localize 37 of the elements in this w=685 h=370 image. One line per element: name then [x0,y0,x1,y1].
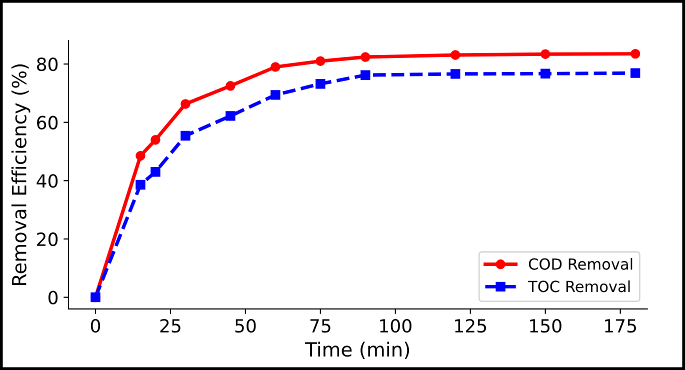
point [226,111,236,121]
y-tick-label: 0 [48,290,58,304]
point [316,56,326,66]
point [150,134,160,145]
legend-label: COD Removal [528,258,632,270]
point [630,48,640,59]
point [270,90,280,100]
x-tick-label: 150 [530,318,562,333]
y-tick-label: 60 [37,116,58,130]
x-tick-label: 50 [235,318,256,333]
point [540,49,550,59]
y-tick-label: 40 [36,174,58,188]
point [136,151,146,161]
point [630,68,640,78]
point [150,167,160,177]
x-tick-label: 125 [455,318,486,333]
point [226,81,236,91]
point [360,70,370,80]
x-axis-title: Time (min) [305,342,410,360]
legend-label: TOC Removal [528,280,630,292]
point [450,50,460,60]
point [316,78,326,89]
point [180,130,190,141]
x-tick-label: 100 [380,318,412,333]
y-tick-label: 20 [37,232,58,246]
point [136,180,146,190]
point [270,62,280,72]
x-tick-label: 0 [90,318,100,333]
point [540,68,550,79]
y-axis-title: Removal Efficiency (%) [11,64,30,286]
x-tick-label: 175 [605,319,636,333]
y-tick-label: 80 [37,57,58,72]
point [450,69,460,79]
point [180,99,190,109]
point [360,52,370,62]
x-tick-label: 75 [310,319,330,333]
x-tick-label: 25 [160,318,180,333]
